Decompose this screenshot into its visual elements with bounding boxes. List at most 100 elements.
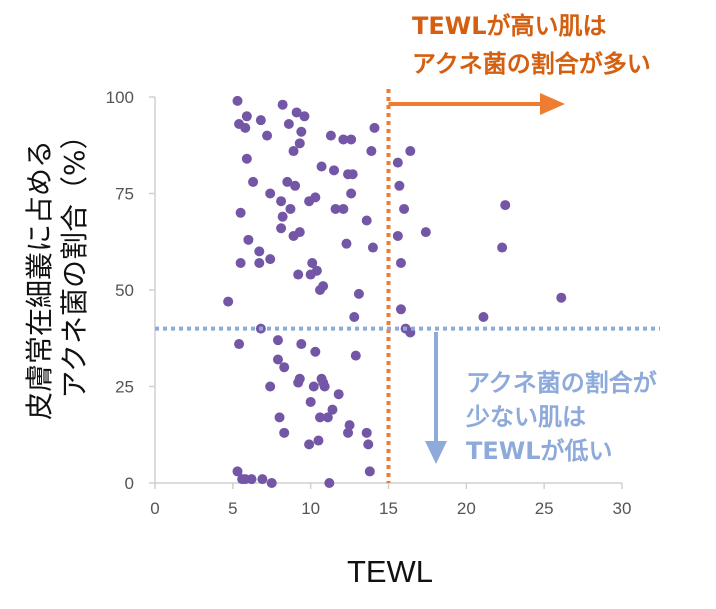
data-point: [282, 176, 293, 187]
data-point: [235, 257, 246, 268]
annotation-low-line-2: 少ない肌は: [465, 403, 586, 431]
x-tick-label: 30: [613, 499, 632, 518]
y-tick-label: 0: [125, 474, 134, 493]
y-tick-label: 75: [115, 185, 134, 204]
data-point: [338, 134, 349, 145]
data-point: [322, 412, 333, 423]
data-point: [266, 478, 277, 488]
data-point: [316, 161, 327, 172]
data-point: [405, 146, 416, 157]
x-tick-label: 10: [301, 499, 320, 518]
data-point: [232, 466, 243, 477]
data-point: [367, 242, 378, 253]
data-point: [235, 207, 246, 218]
data-point: [262, 130, 273, 141]
data-point: [265, 254, 276, 265]
data-point: [338, 203, 349, 214]
x-tick-label: 20: [457, 499, 476, 518]
x-axis-label: TEWL: [347, 554, 433, 589]
data-point: [248, 176, 259, 187]
data-point: [296, 126, 307, 137]
data-point: [366, 146, 377, 157]
data-point: [500, 200, 511, 211]
data-point: [343, 427, 354, 438]
data-point: [294, 138, 305, 149]
y-axis-label-line-1: 皮膚常在細叢に占める: [23, 140, 56, 420]
annotation-low-line-3: TEWLが低い: [466, 437, 613, 465]
data-point: [333, 389, 344, 400]
high-arrow-head: [540, 93, 565, 115]
data-point: [276, 196, 287, 207]
data-point: [319, 381, 330, 392]
data-point: [276, 223, 287, 234]
y-tick-label: 25: [115, 378, 134, 397]
data-point: [420, 227, 431, 238]
data-point: [277, 211, 288, 222]
data-point: [329, 165, 340, 176]
data-point: [330, 203, 341, 214]
data-point: [293, 377, 304, 388]
data-point: [265, 188, 276, 199]
data-point: [556, 292, 567, 303]
data-point: [285, 203, 296, 214]
data-point: [223, 296, 234, 307]
data-point: [279, 427, 290, 438]
data-point: [341, 238, 352, 249]
data-points: [223, 95, 567, 488]
data-point: [369, 122, 380, 133]
data-point: [478, 312, 489, 323]
data-point: [305, 396, 316, 407]
data-point: [395, 304, 406, 315]
data-point: [497, 242, 508, 253]
data-point: [241, 111, 252, 122]
data-point: [346, 134, 357, 145]
data-point: [364, 466, 375, 477]
data-point: [392, 157, 403, 168]
x-tick-label: 25: [535, 499, 554, 518]
data-point: [288, 146, 299, 157]
annotation-high-line-2: アクネ菌の割合が多い: [412, 50, 651, 78]
data-point: [315, 285, 326, 295]
data-point: [324, 478, 335, 488]
annotation-low: アクネ菌の割合が 少ない肌は TEWLが低い: [465, 369, 657, 465]
data-point: [288, 230, 299, 241]
data-point: [307, 257, 318, 268]
data-point: [241, 153, 252, 164]
y-tick-label: 50: [115, 281, 134, 300]
low-arrow-head: [425, 441, 447, 464]
data-point: [254, 246, 265, 257]
data-point: [272, 335, 283, 346]
data-point: [265, 381, 276, 392]
data-point: [257, 474, 268, 485]
data-point: [290, 180, 301, 191]
y-tick-label: 100: [106, 88, 134, 107]
data-point: [308, 381, 319, 392]
data-point: [394, 180, 405, 191]
data-point: [349, 312, 360, 323]
data-point: [299, 111, 310, 122]
data-point: [296, 339, 307, 350]
data-point: [346, 188, 357, 199]
data-point: [392, 230, 403, 241]
x-tick-label: 0: [150, 499, 159, 518]
data-point: [343, 169, 354, 180]
data-point: [272, 354, 283, 365]
x-tick-labels: 0 5 10 15 20 25 30: [150, 483, 631, 518]
data-point: [361, 427, 372, 438]
data-point: [353, 288, 364, 299]
data-point: [255, 115, 266, 126]
data-point: [240, 122, 251, 133]
data-point: [277, 99, 288, 110]
data-point: [293, 269, 304, 280]
annotation-high: TEWLが高い肌は アクネ菌の割合が多い: [412, 12, 651, 78]
x-tick-label: 15: [379, 499, 398, 518]
threshold-lines: [155, 89, 660, 483]
y-axis-label: 皮膚常在細叢に占める アクネ菌の割合（%）: [23, 121, 91, 420]
x-tick-label: 5: [228, 499, 237, 518]
data-point: [361, 215, 372, 226]
annotation-low-line-1: アクネ菌の割合が: [466, 369, 657, 397]
data-point: [232, 95, 243, 106]
data-point: [246, 474, 257, 485]
data-point: [274, 412, 285, 423]
